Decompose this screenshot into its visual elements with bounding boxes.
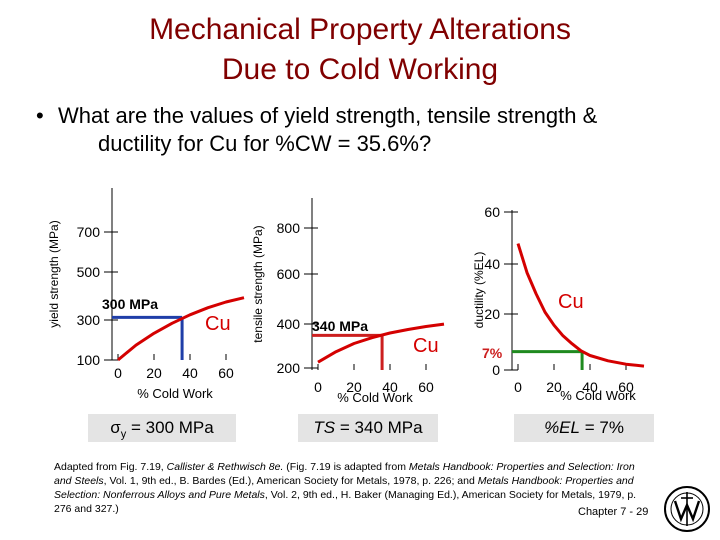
chart2-x-tick-label-0: 0 bbox=[314, 379, 322, 395]
chart1-x-tick-label-20: 20 bbox=[146, 365, 162, 381]
sigma-symbol: σ bbox=[110, 418, 121, 437]
caption-mid-2: , Vol. 1, 9th ed., B. Bardes (Ed.), Amer… bbox=[103, 475, 478, 487]
chart2-x-tick-label-20: 20 bbox=[346, 379, 362, 395]
chart1-x-axis-label: % Cold Work bbox=[137, 386, 213, 401]
chart3-curve-label: Cu bbox=[558, 291, 584, 313]
caption-mid-3: , Vol. 2, 9th ed., H. Baker (Managing Ed… bbox=[54, 489, 637, 515]
question-line-1: What are the values of yield strength, t… bbox=[58, 103, 598, 128]
chart3-x-tick-label-0: 0 bbox=[514, 379, 522, 395]
chart2-x-tick-label-40: 40 bbox=[382, 379, 398, 395]
chart2-y-tick-label-200: 200 bbox=[277, 360, 301, 376]
chart2-y-tick-label-800: 800 bbox=[277, 220, 301, 236]
chart1-y-tick-label-700: 700 bbox=[77, 224, 101, 240]
bullet-marker: • bbox=[36, 103, 44, 128]
ductility-value: = 7% bbox=[579, 418, 624, 437]
chart1-y-tick-label-100: 100 bbox=[77, 352, 101, 368]
chart3-y-axis-label: ductility (%EL) bbox=[472, 252, 486, 329]
answer-tensile-strength: TS = 340 MPa bbox=[298, 414, 438, 442]
ts-symbol: TS bbox=[313, 418, 336, 437]
question-line-2: ductility for Cu for %CW = 35.6%? bbox=[98, 131, 432, 156]
tensile-value: = 340 MPa bbox=[335, 418, 423, 437]
chart3-annotation-label: 7% bbox=[482, 345, 503, 361]
university-seal-icon bbox=[664, 486, 710, 532]
chart3-y-tick-label-20: 20 bbox=[484, 306, 500, 322]
chart3-y-tick-label-60: 60 bbox=[484, 204, 500, 220]
chart3-x-axis-label: % Cold Work bbox=[560, 388, 636, 403]
chart3-x-tick-label-40: 40 bbox=[582, 379, 598, 395]
figure-caption: Adapted from Fig. 7.19, Callister & Reth… bbox=[54, 460, 654, 516]
caption-ref-2: Metals Handbook: Properties and Selectio… bbox=[54, 475, 634, 501]
answer-yield-strength: σy = 300 MPa bbox=[88, 414, 236, 442]
slide-title-line-2: Due to Cold Working bbox=[221, 53, 499, 86]
chart1-x-tick-label-0: 0 bbox=[114, 365, 122, 381]
chart3-y-tick-label-40: 40 bbox=[484, 256, 500, 272]
chart1-y-axis-label: yield strength (MPa) bbox=[47, 220, 61, 327]
caption-book: Callister & Rethwisch 8e. bbox=[166, 461, 284, 473]
chart3-y-tick-label-0: 0 bbox=[492, 362, 500, 378]
chart1-series-cu bbox=[117, 296, 245, 362]
chart2-series-cu bbox=[317, 322, 445, 364]
chart3-x-tick-label-60: 60 bbox=[618, 379, 634, 395]
el-symbol: %EL bbox=[544, 418, 580, 437]
chart2-y-axis-label: tensile strength (MPa) bbox=[251, 225, 265, 342]
chart2-x-tick-label-60: 60 bbox=[418, 379, 434, 395]
caption-mid-1: (Fig. 7.19 is adapted from bbox=[283, 461, 409, 473]
chart3-series-cu bbox=[516, 243, 645, 368]
caption-ref-1: Metals Handbook: Properties and Selectio… bbox=[54, 461, 635, 487]
chart2-y-tick-label-400: 400 bbox=[277, 316, 301, 332]
chart2-annotation-label: 340 MPa bbox=[312, 318, 368, 334]
chart1-y-tick-label-500: 500 bbox=[77, 264, 101, 280]
chart2-x-axis-label: % Cold Work bbox=[337, 390, 413, 405]
caption-prefix: Adapted from Fig. 7.19, bbox=[54, 461, 167, 473]
answer-ductility: %EL = 7% bbox=[514, 414, 654, 442]
chart3-x-tick-label-20: 20 bbox=[546, 379, 562, 395]
chart1-x-tick-label-60: 60 bbox=[218, 365, 234, 381]
chart1-y-tick-label-300: 300 bbox=[77, 312, 101, 328]
slide-title-line-1: Mechanical Property Alterations bbox=[149, 13, 571, 46]
chart2-curve-label: Cu bbox=[413, 335, 439, 357]
chapter-footer: Chapter 7 - 29 bbox=[578, 506, 649, 518]
sigma-subscript: y bbox=[120, 428, 127, 441]
chart1-annotation-label: 300 MPa bbox=[102, 296, 158, 312]
yield-value: = 300 MPa bbox=[126, 418, 214, 437]
chart1-x-tick-label-40: 40 bbox=[182, 365, 198, 381]
chart1-curve-label: Cu bbox=[205, 313, 231, 335]
chart2-y-tick-label-600: 600 bbox=[277, 266, 301, 282]
